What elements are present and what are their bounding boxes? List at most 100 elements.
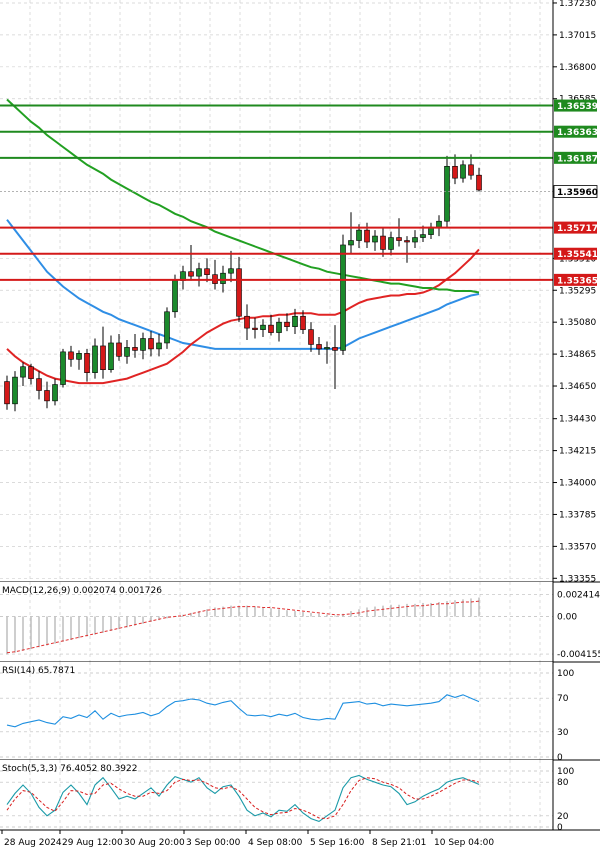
candle <box>332 325 338 389</box>
time-axis: 28 Aug 2024 29 Aug 12:00 30 Aug 20:00 3 Sep… <box>1 830 494 848</box>
candle-body <box>20 366 26 378</box>
candle <box>284 313 290 332</box>
candle <box>164 307 170 349</box>
candle <box>476 167 482 192</box>
candle <box>244 304 250 340</box>
candle <box>396 218 402 247</box>
time-tick-label: 3 Sep 00:00 <box>186 838 241 848</box>
candle-body <box>476 174 482 191</box>
time-tick-label: 5 Sep 16:00 <box>310 838 365 848</box>
candle-body <box>380 235 386 250</box>
candle <box>92 338 98 379</box>
candle-body <box>388 237 394 250</box>
candle-body <box>140 338 146 351</box>
candle-body <box>356 229 362 241</box>
candle <box>300 310 306 335</box>
candle <box>316 337 322 355</box>
candle-body <box>260 324 266 330</box>
sub-tick-label: 20 <box>557 812 569 822</box>
candle <box>196 262 202 287</box>
candle <box>252 317 258 339</box>
stoch-main-line <box>6 774 480 823</box>
candle <box>140 332 146 360</box>
price-tick-label: 1.34000 <box>559 479 596 489</box>
candle <box>444 155 450 228</box>
price-panel: 1.372301.370151.368001.365851.355101.352… <box>0 0 600 584</box>
candle-body <box>164 311 170 344</box>
candle <box>68 345 74 367</box>
candle-body <box>396 237 402 241</box>
candle <box>36 371 42 400</box>
macd-signal-line <box>6 600 480 654</box>
candle <box>20 362 26 387</box>
time-tick-label: 4 Sep 08:00 <box>248 838 303 848</box>
candle <box>260 319 266 338</box>
candle <box>324 341 330 364</box>
candle <box>292 308 298 335</box>
moving-average-line <box>6 98 480 294</box>
level-label-bg <box>554 247 597 260</box>
level-label-bg <box>554 125 597 138</box>
candle <box>268 314 274 336</box>
sub-tick-label: 0 <box>557 753 563 763</box>
candle-body <box>124 347 130 357</box>
indicator-title: RSI(14) 65.7871 <box>2 666 75 676</box>
level-label: 1.35717 <box>557 224 598 234</box>
candle-body <box>156 342 162 350</box>
price-tick-label: 1.34650 <box>559 382 596 392</box>
candle-body <box>252 327 258 330</box>
candle-body <box>276 321 282 333</box>
sub-tick-label: 100 <box>557 767 574 777</box>
candle-body <box>116 342 122 357</box>
rsi-line <box>6 694 480 728</box>
candle-body <box>4 381 10 405</box>
price-tick-label: 1.33355 <box>559 574 596 584</box>
level-label-bg <box>554 221 597 234</box>
candle-body <box>108 342 114 370</box>
candle-body <box>340 244 346 351</box>
candle-body <box>244 315 250 329</box>
candle <box>380 227 386 257</box>
sub-tick-label: 0.00 <box>557 613 577 623</box>
moving-average-line <box>6 219 480 350</box>
sub-tick-label: 30 <box>557 728 569 738</box>
sub-plot-area <box>0 760 553 830</box>
candle-body <box>36 378 42 391</box>
time-tick-label: 10 Sep 04:00 <box>434 838 494 848</box>
level-label-bg <box>554 273 597 286</box>
candle-body <box>348 240 354 246</box>
current-price-label: 1.35960 <box>557 188 598 198</box>
candle <box>452 154 458 185</box>
candle-body <box>460 164 466 179</box>
candle-body <box>332 347 338 351</box>
candle-body <box>172 280 178 313</box>
candle-body <box>148 338 154 350</box>
price-tick-label: 1.33570 <box>559 542 596 552</box>
candle-body <box>292 315 298 327</box>
candle-body <box>44 390 50 402</box>
stoch-signal-line <box>6 777 480 820</box>
rsi-panel: 100 70 30 0 RSI(14) 65.7871 <box>0 662 600 763</box>
price-tick-label: 1.33785 <box>559 510 596 520</box>
candle <box>188 244 194 281</box>
candle <box>84 348 90 382</box>
sub-tick-label: 80 <box>557 778 569 788</box>
candle <box>156 334 162 357</box>
price-tick-label: 1.37230 <box>559 0 596 9</box>
candle-body <box>84 353 90 373</box>
candle <box>12 371 18 412</box>
price-tick-label: 1.36800 <box>559 63 596 73</box>
candle <box>388 231 394 256</box>
candle <box>460 160 466 183</box>
candle-body <box>308 329 314 345</box>
candle <box>108 335 114 373</box>
sub-tick-label: 100 <box>557 669 574 679</box>
candle <box>276 317 282 342</box>
candle <box>52 378 58 406</box>
sub-tick-label: 70 <box>557 694 569 704</box>
candle-body <box>324 347 330 350</box>
price-tick-label: 1.35295 <box>559 286 596 296</box>
